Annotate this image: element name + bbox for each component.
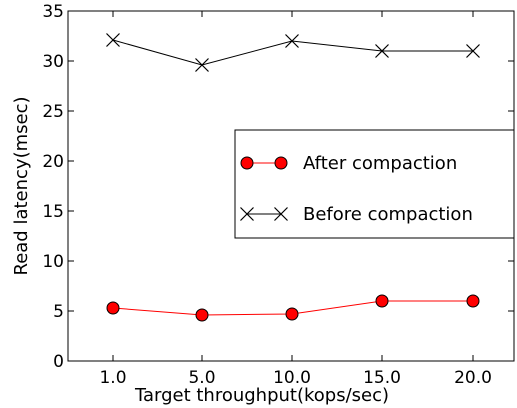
data-point [466, 294, 480, 308]
legend-box [234, 129, 515, 239]
legend-entry: After compaction [240, 153, 457, 174]
legend-marker [240, 207, 254, 221]
y-tick-label: 10 [42, 252, 64, 272]
y-tick-label: 15 [42, 202, 64, 222]
x-tick-label: 5.0 [188, 368, 215, 388]
series-after-compaction [106, 294, 480, 322]
series-line [112, 39, 473, 66]
legend: After compaction Before compaction [234, 129, 515, 239]
data-point [285, 34, 299, 48]
data-point [195, 308, 209, 322]
y-tick-label: 0 [53, 352, 64, 372]
x-tick-label: 10.0 [273, 368, 311, 388]
marker-x-stroke [274, 207, 288, 221]
data-point [106, 301, 120, 315]
legend-label: Before compaction [303, 204, 473, 225]
data-point [195, 58, 209, 72]
legend-label: After compaction [303, 153, 457, 174]
y-tick-label: 30 [42, 52, 64, 72]
marker-x-stroke [195, 58, 209, 72]
marker-x-stroke [375, 44, 389, 58]
marker-x-stroke [285, 34, 299, 48]
x-axis-title: Target throughput(kops/sec) [134, 385, 389, 406]
y-tick-label: 25 [42, 102, 64, 122]
x-axis: 1.0 5.0 10.0 15.0 20.0 [99, 11, 492, 388]
data-point [466, 44, 480, 58]
y-axis-title: Read latency(msec) [11, 97, 32, 276]
x-tick-label: 1.0 [99, 368, 126, 388]
y-tick-label: 20 [42, 152, 64, 172]
y-axis: 0 5 10 15 20 25 30 35 [42, 2, 514, 372]
data-point [375, 44, 389, 58]
series-layer [106, 33, 480, 322]
x-tick-label: 20.0 [454, 368, 492, 388]
y-tick-label: 35 [42, 2, 64, 22]
marker-x-stroke [466, 44, 480, 58]
y-tick-label: 5 [53, 302, 64, 322]
series-before-compaction [106, 33, 480, 72]
x-tick-label: 15.0 [363, 368, 401, 388]
marker-x-stroke [240, 207, 254, 221]
legend-entry: Before compaction [240, 204, 473, 225]
data-point [375, 294, 389, 308]
data-point [106, 33, 120, 47]
legend-marker [240, 156, 254, 170]
marker-x-stroke [106, 33, 120, 47]
legend-marker [274, 207, 288, 221]
data-point [285, 307, 299, 321]
legend-marker [274, 156, 288, 170]
